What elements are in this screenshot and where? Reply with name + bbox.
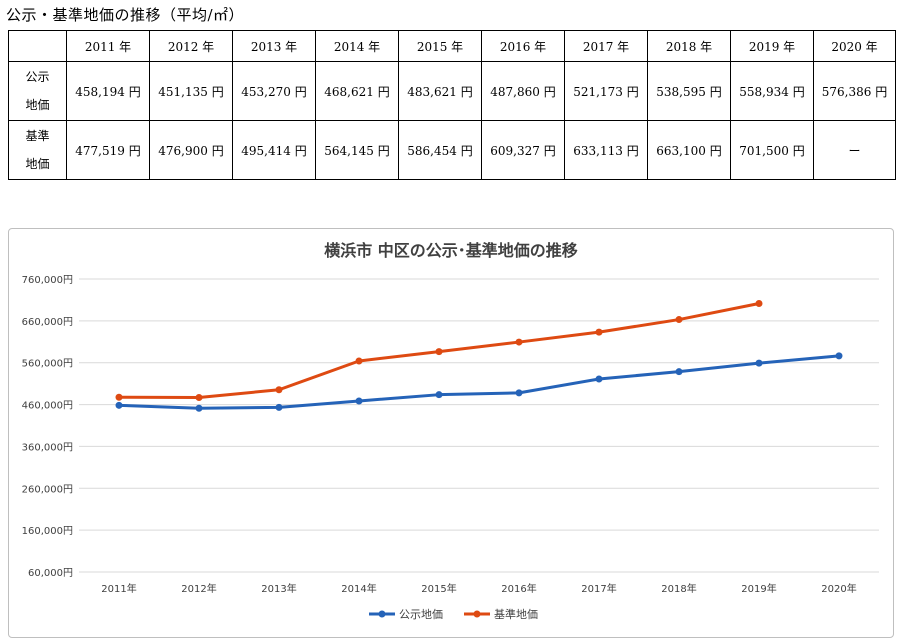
data-point: [835, 352, 843, 360]
line-chart: 横浜市 中区の公示･基準地価の推移 60,000円 160,000円 260,000…: [22, 241, 879, 621]
data-point: [195, 393, 203, 401]
price-cell: 453,270 円: [232, 61, 316, 121]
year-header: 2017 年: [564, 30, 648, 62]
x-tick-label: 2015年: [421, 582, 456, 595]
data-point: [355, 357, 363, 365]
price-cell: 538,595 円: [647, 61, 731, 121]
data-point: [515, 338, 523, 346]
series-line-0: [117, 354, 841, 410]
table-corner-cell: [8, 30, 67, 62]
page-heading: 公示・基準地価の推移（平均/㎡）: [6, 6, 245, 24]
year-header: 2012 年: [149, 30, 233, 62]
year-header: 2019 年: [730, 30, 814, 62]
legend: 公示地価 基準地価: [369, 607, 538, 621]
data-point: [675, 316, 683, 324]
data-point: [515, 389, 523, 397]
table-row-public: 公示 地価 458,194 円 451,135 円 453,270 円 468,…: [8, 61, 896, 121]
price-cell: 468,621 円: [315, 61, 399, 121]
price-cell: 701,500 円: [730, 120, 814, 180]
row-label-public: 公示 地価: [8, 61, 67, 121]
row-label-standard: 基準 地価: [8, 120, 67, 180]
data-point: [195, 404, 203, 412]
x-tick-label: 2011年: [101, 582, 136, 595]
x-tick-label: 2014年: [341, 582, 376, 595]
row-label-line: 地価: [25, 98, 50, 112]
row-label-line: 公示: [25, 70, 50, 84]
price-cell: 487,860 円: [481, 61, 565, 121]
legend-marker: [473, 610, 481, 618]
price-cell: 483,621 円: [398, 61, 482, 121]
price-cell: 633,113 円: [564, 120, 648, 180]
data-point: [275, 403, 283, 411]
year-header: 2020 年: [813, 30, 896, 62]
price-cell: 477,519 円: [66, 120, 150, 180]
table-header-row: 2011 年 2012 年 2013 年 2014 年 2015 年 2016 …: [8, 30, 896, 62]
y-tick-label: 60,000円: [28, 568, 73, 579]
data-point: [355, 397, 363, 405]
y-tick-label: 660,000円: [22, 317, 73, 328]
legend-marker: [378, 610, 386, 618]
price-cell: 609,327 円: [481, 120, 565, 180]
x-tick-label: 2018年: [661, 582, 696, 595]
y-tick-label: 160,000円: [22, 526, 73, 537]
x-axis-ticks: 2011年 2012年 2013年 2014年 2015年 2016年 2017年 2018年…: [101, 582, 856, 595]
price-cell: 586,454 円: [398, 120, 482, 180]
y-tick-label: 760,000円: [22, 275, 73, 286]
year-header: 2013 年: [232, 30, 316, 62]
price-cell: 476,900 円: [149, 120, 233, 180]
price-cell: 521,173 円: [564, 61, 648, 121]
data-point: [275, 386, 283, 394]
price-cell: 576,386 円: [813, 61, 896, 121]
table-row-standard: 基準 地価 477,519 円 476,900 円 495,414 円 564,…: [8, 120, 896, 180]
row-label-line: 地価: [25, 157, 50, 171]
year-header: 2016 年: [481, 30, 565, 62]
price-cell: 663,100 円: [647, 120, 731, 180]
legend-label: 公示地価: [399, 608, 443, 621]
series-points: [115, 299, 843, 412]
price-cell: 451,135 円: [149, 61, 233, 121]
price-table: 2011 年 2012 年 2013 年 2014 年 2015 年 2016 …: [8, 30, 896, 180]
data-point: [115, 401, 123, 409]
x-tick-label: 2020年: [821, 582, 856, 595]
year-header: 2011 年: [66, 30, 150, 62]
data-point: [595, 375, 603, 383]
data-point: [435, 391, 443, 399]
price-cell: 558,934 円: [730, 61, 814, 121]
gridlines: [79, 278, 879, 573]
price-cell: 564,145 円: [315, 120, 399, 180]
row-label-line: 基準: [25, 129, 50, 143]
price-cell: 495,414 円: [232, 120, 316, 180]
price-cell: ー: [813, 120, 896, 180]
year-header: 2015 年: [398, 30, 482, 62]
year-header: 2014 年: [315, 30, 399, 62]
data-point: [115, 393, 123, 401]
chart-title: 横浜市 中区の公示･基準地価の推移: [324, 241, 578, 260]
y-tick-label: 460,000円: [22, 401, 73, 412]
x-tick-label: 2017年: [581, 582, 616, 595]
year-header: 2018 年: [647, 30, 731, 62]
legend-label: 基準地価: [494, 607, 538, 621]
series-lines: [117, 301, 841, 410]
data-point: [675, 368, 683, 376]
x-tick-label: 2019年: [741, 582, 776, 595]
y-tick-label: 560,000円: [22, 359, 73, 370]
data-point: [435, 348, 443, 356]
x-tick-label: 2013年: [261, 582, 296, 595]
y-tick-label: 360,000円: [22, 442, 73, 453]
data-point: [755, 299, 763, 307]
data-point: [595, 328, 603, 336]
x-tick-label: 2016年: [501, 582, 536, 595]
y-axis-ticks: 60,000円 160,000円 260,000円 360,000円 460,000円 5…: [22, 275, 73, 579]
data-point: [755, 359, 763, 367]
price-cell: 458,194 円: [66, 61, 150, 121]
chart-container: 横浜市 中区の公示･基準地価の推移 60,000円 160,000円 260,000…: [8, 228, 894, 638]
y-tick-label: 260,000円: [22, 484, 73, 495]
x-tick-label: 2012年: [181, 582, 216, 595]
